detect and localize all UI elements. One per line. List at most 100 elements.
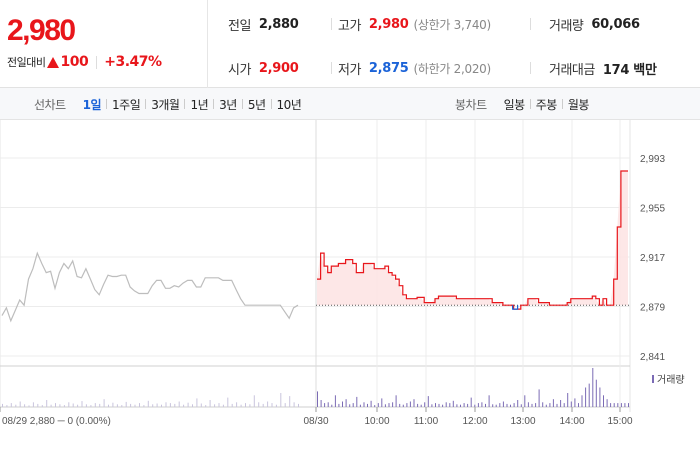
tab-3month[interactable]: 3개월 xyxy=(151,97,180,112)
tab-daily-candle[interactable]: 일봉 xyxy=(503,97,526,112)
volume-bar xyxy=(50,404,52,407)
volume-bar xyxy=(245,403,246,407)
up-triangle-icon xyxy=(47,56,60,68)
tab-monthly-candle[interactable]: 월봉 xyxy=(567,97,590,112)
volume-bar xyxy=(592,368,594,407)
volume-bar xyxy=(37,403,39,407)
amount-label: 거래대금 xyxy=(549,63,595,78)
volume-bar xyxy=(538,389,540,407)
volume-bar xyxy=(595,379,597,407)
volume-bar xyxy=(161,404,162,407)
price-fill-area xyxy=(317,171,628,306)
volume-bar xyxy=(417,403,419,407)
divider xyxy=(145,99,147,109)
volume-bar xyxy=(205,405,207,408)
tab-10year[interactable]: 10년 xyxy=(276,97,302,112)
volume-bar xyxy=(2,403,3,407)
volume-bar xyxy=(420,404,422,407)
volume-bar xyxy=(108,404,109,407)
today-price-line xyxy=(317,170,628,310)
low-value: 2,875 xyxy=(368,61,409,76)
volume-bar xyxy=(169,403,171,407)
volume-bar xyxy=(624,403,626,407)
volume-label: 거래량 xyxy=(549,19,584,34)
volume-bar xyxy=(488,395,490,407)
volume-bar xyxy=(103,399,105,407)
y-axis-ticks: 2,993 2,955 2,917 2,879 2,841 xyxy=(640,154,665,363)
candle-chart-title: 봉차트 xyxy=(455,97,487,112)
volume-bar xyxy=(524,395,526,407)
today-series xyxy=(317,170,628,310)
volume-bar xyxy=(125,401,127,407)
volume-bar xyxy=(477,403,479,407)
tab-5year[interactable]: 5년 xyxy=(247,97,266,112)
volume-bar xyxy=(139,403,140,407)
volume-bar xyxy=(130,403,132,407)
volume-bar xyxy=(499,403,501,407)
tab-1week[interactable]: 1주일 xyxy=(112,97,141,112)
volume-bar xyxy=(552,399,554,407)
volume-bar xyxy=(406,403,408,407)
open-value: 2,900 xyxy=(258,61,299,76)
trading-amount: 거래대금 174 백만 xyxy=(549,59,657,78)
volume-bar xyxy=(262,403,264,407)
tab-1day[interactable]: 1일 xyxy=(82,97,102,112)
y-tick-label: 2,917 xyxy=(640,253,665,264)
volume-bar xyxy=(374,405,376,408)
volume-bar xyxy=(474,404,476,407)
volume-bar xyxy=(513,403,515,407)
y-tick-label: 2,841 xyxy=(640,352,665,363)
volume-bar xyxy=(41,405,43,408)
high-label: 고가 xyxy=(338,19,361,34)
volume-bar xyxy=(209,400,211,407)
volume-bar xyxy=(196,398,198,407)
volume-bar xyxy=(349,404,351,407)
volume-bar xyxy=(231,403,233,407)
prev-close: 전일 2,880 xyxy=(228,15,299,34)
volume-bar xyxy=(15,404,17,407)
y-tick-label: 2,879 xyxy=(640,303,665,314)
tab-weekly-candle[interactable]: 주봉 xyxy=(535,97,558,112)
volume-bar xyxy=(359,404,361,407)
volume-bar xyxy=(520,404,522,407)
divider xyxy=(241,99,243,109)
volume-bar xyxy=(363,402,365,407)
volume-bar xyxy=(581,395,583,407)
high-price: 고가 2,980 (상한가 3,740) xyxy=(338,15,491,34)
volume-bar xyxy=(249,404,251,407)
chart-period-bar: 선차트 1일 1주일 3개월 1년 3년 5년 10년 봉차트 일봉 주봉 월봉 xyxy=(0,88,700,120)
volume-bar xyxy=(442,404,444,407)
volume-bar xyxy=(24,404,26,407)
divider xyxy=(331,62,332,74)
volume-bar xyxy=(413,399,415,407)
volume-bar xyxy=(298,403,299,407)
volume-bar xyxy=(116,404,118,407)
price-fill xyxy=(317,171,628,306)
tab-3year[interactable]: 3년 xyxy=(219,97,237,112)
volume-bar xyxy=(152,404,154,407)
divider xyxy=(184,99,186,109)
volume-bar xyxy=(370,400,372,407)
candle-chart-tabs: 봉차트 일봉 주봉 월봉 xyxy=(455,88,594,120)
volume-bar xyxy=(395,395,397,407)
divider xyxy=(106,99,108,109)
volume-value: 60,066 xyxy=(591,17,640,32)
volume-bar xyxy=(147,400,149,407)
low-price: 저가 2,875 (하한가 2,020) xyxy=(338,59,491,78)
volume-bar xyxy=(187,402,189,407)
volume-bar xyxy=(112,402,114,407)
lower-limit: (하한가 2,020) xyxy=(413,62,492,76)
volume-bar xyxy=(613,403,615,407)
chart-grid xyxy=(0,120,631,412)
prev-close-value: 2,880 xyxy=(258,17,299,32)
y-tick-label: 2,993 xyxy=(640,154,665,165)
volume-bar xyxy=(510,404,511,407)
volume-bar xyxy=(606,399,608,407)
volume-bar xyxy=(99,403,101,407)
line-chart-tabs: 선차트 1일 1주일 3개월 1년 3년 5년 10년 xyxy=(34,88,306,120)
change-percent: +3.47% xyxy=(104,54,162,70)
volume-bar xyxy=(334,395,336,407)
volume-bar xyxy=(517,400,519,407)
tab-1year[interactable]: 1년 xyxy=(190,97,209,112)
y-tick-label: 2,955 xyxy=(640,204,665,215)
